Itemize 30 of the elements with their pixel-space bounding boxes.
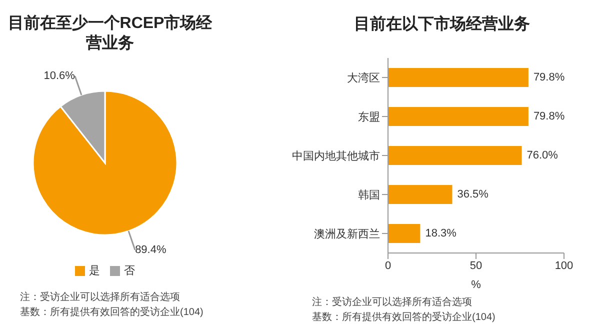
bar — [388, 146, 522, 165]
data-label: 10.6% — [44, 70, 76, 82]
legend-label: 是 — [88, 264, 100, 278]
x-tick-label: 100 — [554, 260, 574, 272]
bar — [388, 107, 528, 126]
y-tick-label: 韩国 — [358, 188, 380, 202]
text: 基数：所有提供有效回答的受访企业(104) — [20, 306, 204, 320]
data-label: 79.8% — [533, 72, 565, 84]
bar — [388, 185, 452, 204]
bar — [388, 68, 528, 87]
x-tick-label: 50 — [470, 260, 482, 272]
y-tick-label: 中国内地其他城市 — [292, 149, 380, 162]
text: 注：受访企业可以选择所有适合选项 — [20, 290, 181, 305]
legend-label: 否 — [123, 264, 135, 278]
data-label: 36.5% — [457, 188, 489, 200]
x-tick-label: 0 — [384, 260, 392, 272]
chart-title: 目前在以下市场经营业务 — [353, 14, 531, 35]
y-tick-label: 大湾区 — [347, 71, 380, 84]
chart-title: 目前在至少一个RCEP市场经营业务 — [6, 13, 214, 54]
y-tick-label: 澳洲及新西兰 — [314, 227, 380, 240]
data-label: 89.4% — [135, 244, 166, 256]
data-label: 18.3% — [425, 228, 457, 240]
y-tick-label: 东盟 — [358, 110, 380, 124]
data-label: 79.8% — [533, 110, 565, 122]
pie-slice — [32, 90, 178, 236]
bar — [388, 224, 420, 243]
text: 基数：所有提供有效回答的受访企业(104) — [312, 310, 496, 325]
text: 注：受访企业可以选择所有适合选项 — [312, 296, 473, 310]
data-label: 76.0% — [526, 150, 558, 162]
x-axis-title: % — [471, 279, 482, 291]
